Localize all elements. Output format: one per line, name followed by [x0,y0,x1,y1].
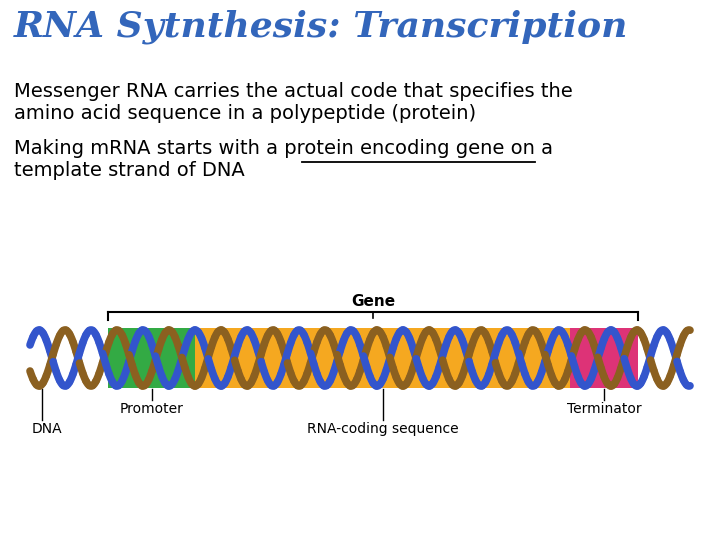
Text: amino acid sequence in a polypeptide (protein): amino acid sequence in a polypeptide (pr… [14,104,476,123]
Text: Promoter: Promoter [120,402,184,416]
Text: Messenger RNA carries the actual code that specifies the: Messenger RNA carries the actual code th… [14,82,572,101]
Text: Terminator: Terminator [567,402,642,416]
Bar [195,328,570,388]
Bar [108,328,195,388]
Text: RNA-coding sequence: RNA-coding sequence [307,422,459,436]
Text: RNA Sytnthesis: Transcription: RNA Sytnthesis: Transcription [14,10,629,44]
Text: Making mRNA starts with a protein encoding gene on a: Making mRNA starts with a protein encodi… [14,139,553,158]
Bar [570,328,638,388]
Text: template strand of DNA: template strand of DNA [14,161,245,180]
Text: Gene: Gene [351,294,395,309]
Text: DNA: DNA [32,422,63,436]
